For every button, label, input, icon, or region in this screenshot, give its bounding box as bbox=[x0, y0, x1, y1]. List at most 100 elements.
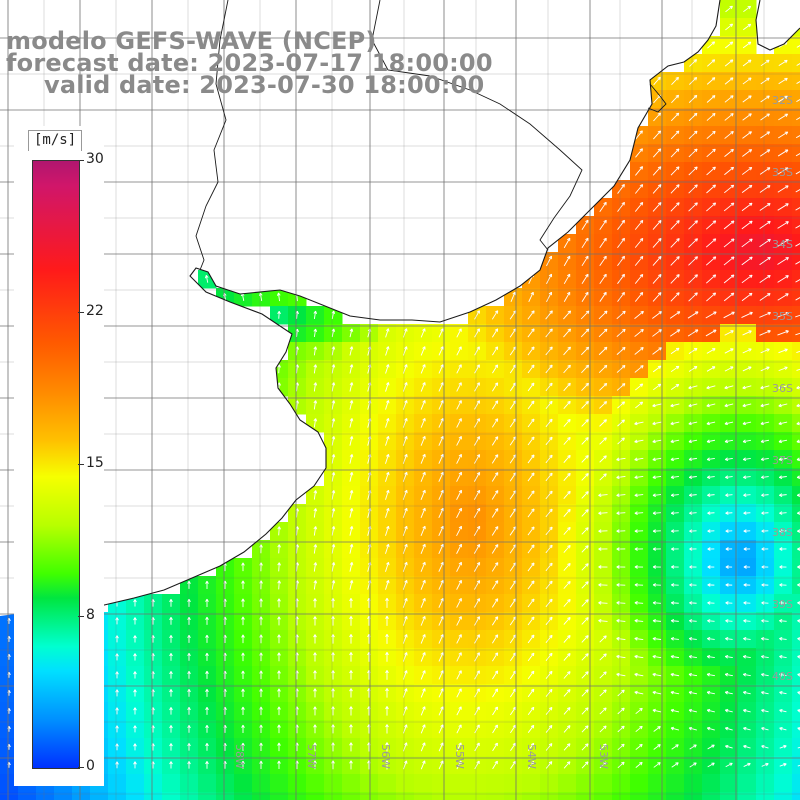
wind-arrow bbox=[688, 238, 698, 248]
wind-arrow bbox=[725, 475, 733, 479]
wind-arrow bbox=[438, 418, 444, 428]
wind-arrow bbox=[313, 544, 318, 554]
wind-arrow bbox=[438, 364, 444, 374]
wind-arrow bbox=[599, 201, 607, 212]
wind-arrow bbox=[724, 166, 735, 176]
wind-arrow bbox=[670, 511, 679, 515]
wind-cell bbox=[792, 702, 800, 721]
wind-arrow bbox=[510, 291, 516, 302]
wind-cell bbox=[774, 792, 793, 800]
wind-arrow bbox=[545, 616, 553, 626]
wind-arrow bbox=[420, 507, 426, 518]
wind-arrow bbox=[456, 652, 462, 662]
wind-arrow bbox=[545, 400, 553, 410]
wind-arrow bbox=[313, 418, 318, 428]
wind-arrow bbox=[331, 418, 336, 428]
wind-cell bbox=[792, 504, 800, 523]
wind-cell bbox=[162, 792, 181, 800]
wind-cell bbox=[792, 432, 800, 451]
wind-cell bbox=[792, 180, 800, 199]
wind-arrow bbox=[634, 421, 644, 426]
wind-arrow bbox=[688, 184, 698, 194]
wind-cell bbox=[36, 792, 55, 800]
wind-arrow bbox=[779, 601, 787, 605]
wind-arrow bbox=[706, 112, 716, 121]
wind-arrow bbox=[313, 490, 318, 500]
wind-arrow bbox=[743, 637, 751, 641]
wind-arrow bbox=[474, 598, 480, 608]
wind-arrow bbox=[349, 328, 354, 338]
wind-arrow bbox=[527, 526, 535, 536]
wind-cell bbox=[180, 774, 199, 793]
wind-arrow bbox=[616, 383, 626, 391]
wind-arrow bbox=[385, 525, 390, 536]
wind-arrow bbox=[277, 670, 281, 680]
wind-arrow bbox=[723, 311, 735, 319]
wind-arrow bbox=[670, 493, 679, 497]
wind-arrow bbox=[349, 544, 354, 554]
wind-arrow bbox=[313, 400, 318, 410]
wind-arrow bbox=[331, 526, 336, 536]
wind-arrow bbox=[778, 348, 788, 354]
wind-arrow bbox=[581, 291, 589, 302]
wind-arrow bbox=[670, 166, 680, 176]
wind-arrow bbox=[349, 634, 353, 644]
wind-arrow bbox=[796, 368, 800, 371]
wind-arrow bbox=[742, 59, 752, 67]
wind-arrow bbox=[652, 547, 661, 551]
wind-arrow bbox=[599, 273, 607, 284]
wind-arrow bbox=[777, 221, 789, 229]
wind-arrow bbox=[545, 310, 553, 320]
wind-arrow bbox=[349, 382, 354, 392]
wind-arrow bbox=[456, 436, 462, 446]
wind-arrow bbox=[670, 475, 679, 480]
lat-label: 38S bbox=[772, 526, 793, 539]
wind-arrow bbox=[705, 238, 717, 248]
wind-arrow bbox=[349, 508, 354, 518]
wind-arrow bbox=[313, 346, 318, 356]
lat-label: 36S bbox=[772, 382, 793, 395]
wind-arrow bbox=[133, 653, 137, 661]
wind-arrow bbox=[634, 292, 644, 302]
wind-arrow bbox=[670, 256, 680, 266]
wind-arrow bbox=[438, 471, 444, 482]
wind-arrow bbox=[474, 454, 481, 464]
wind-arrow bbox=[689, 59, 697, 67]
wind-arrow bbox=[563, 616, 571, 625]
wind-arrow bbox=[706, 292, 717, 302]
wind-cell bbox=[792, 486, 800, 505]
wind-arrow bbox=[473, 525, 481, 536]
wind-arrow bbox=[670, 672, 680, 677]
wind-arrow bbox=[385, 652, 389, 662]
wind-arrow bbox=[563, 418, 571, 427]
wind-cell bbox=[792, 108, 800, 127]
wind-arrow bbox=[438, 435, 444, 446]
wind-arrow bbox=[779, 493, 787, 497]
wind-arrow bbox=[563, 653, 571, 661]
wind-cell bbox=[792, 720, 800, 739]
wind-arrow bbox=[133, 599, 137, 607]
wind-arrow bbox=[689, 77, 698, 85]
wind-arrow bbox=[527, 418, 535, 428]
wind-arrow bbox=[331, 508, 336, 518]
wind-cell bbox=[450, 792, 469, 800]
wind-arrow bbox=[474, 616, 480, 626]
wind-arrow bbox=[796, 457, 800, 462]
wind-arrow bbox=[205, 634, 209, 643]
wind-arrow bbox=[545, 652, 553, 662]
wind-arrow bbox=[456, 364, 462, 374]
wind-arrow bbox=[706, 77, 716, 85]
wind-arrow bbox=[313, 526, 318, 536]
wind-arrow bbox=[617, 219, 625, 230]
wind-arrow bbox=[616, 672, 626, 677]
wind-arrow bbox=[688, 637, 697, 641]
wind-arrow bbox=[599, 255, 607, 267]
wind-arrow bbox=[420, 400, 426, 410]
wind-arrow bbox=[331, 436, 336, 446]
wind-arrow bbox=[634, 565, 644, 569]
wind-arrow bbox=[777, 275, 789, 283]
wind-arrow bbox=[581, 527, 589, 535]
wind-arrow bbox=[563, 526, 571, 535]
wind-arrow bbox=[687, 311, 699, 319]
wind-arrow bbox=[616, 547, 626, 551]
